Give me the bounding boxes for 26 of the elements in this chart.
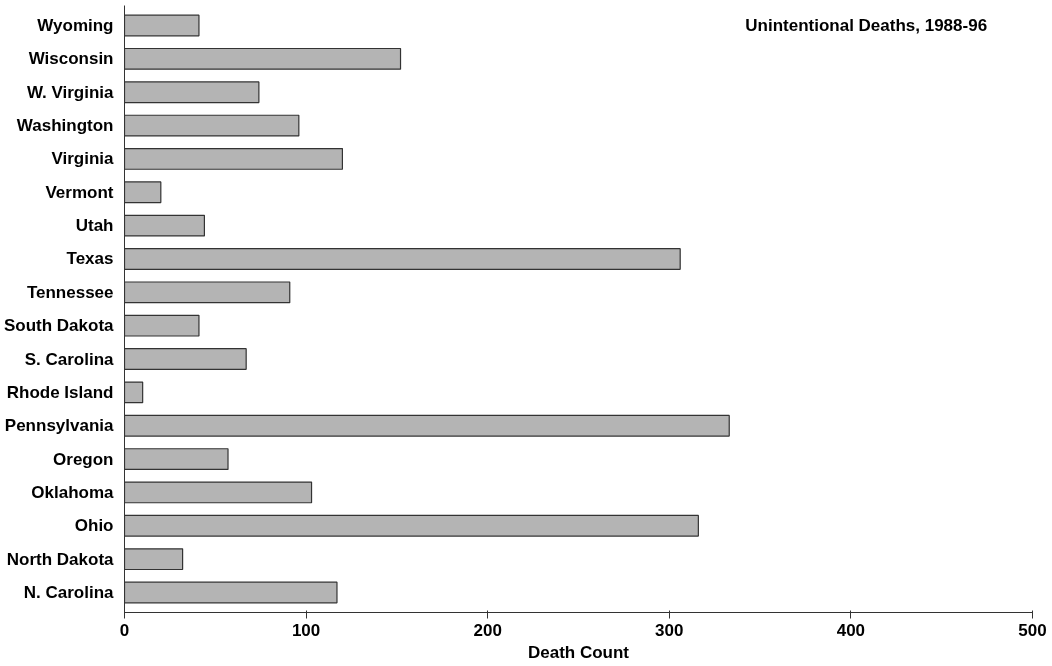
y-tick-label: S. Carolina (24, 349, 115, 369)
y-tick-label: Oregon (53, 449, 114, 469)
x-tick-label: 200 (473, 620, 502, 640)
x-tick-label: 0 (119, 620, 130, 640)
y-tick-label: Oklahoma (31, 482, 115, 502)
text: Unintentional Deaths, 1988-96 (745, 16, 988, 36)
y-tick-label: Wyoming (37, 16, 114, 36)
y-tick-label: W. Virginia (26, 82, 115, 102)
y-tick-label: Vermont (45, 182, 114, 202)
y-tick-label: Texas (66, 249, 114, 269)
y-tick-label: Tennessee (26, 282, 114, 302)
y-tick-label: Utah (75, 216, 114, 236)
y-tick-label: South Dakota (3, 316, 115, 336)
x-tick-label: 400 (836, 620, 866, 640)
y-tick-label: Washington (16, 116, 114, 136)
x-axis-title: Death Count (527, 642, 630, 662)
y-tick-label: North Dakota (6, 549, 115, 569)
x-tick-label: 500 (1018, 620, 1047, 640)
y-tick-label: Pennsylvania (4, 416, 115, 436)
y-tick-label: Ohio (74, 516, 114, 536)
x-tick-label: 100 (291, 620, 321, 640)
y-tick-label: Wisconsin (28, 49, 114, 69)
y-tick-label: N. Carolina (23, 582, 115, 602)
y-tick-label: Rhode Island (6, 382, 114, 402)
x-tick-label: 300 (655, 620, 684, 640)
y-tick-label: Virginia (51, 149, 115, 169)
